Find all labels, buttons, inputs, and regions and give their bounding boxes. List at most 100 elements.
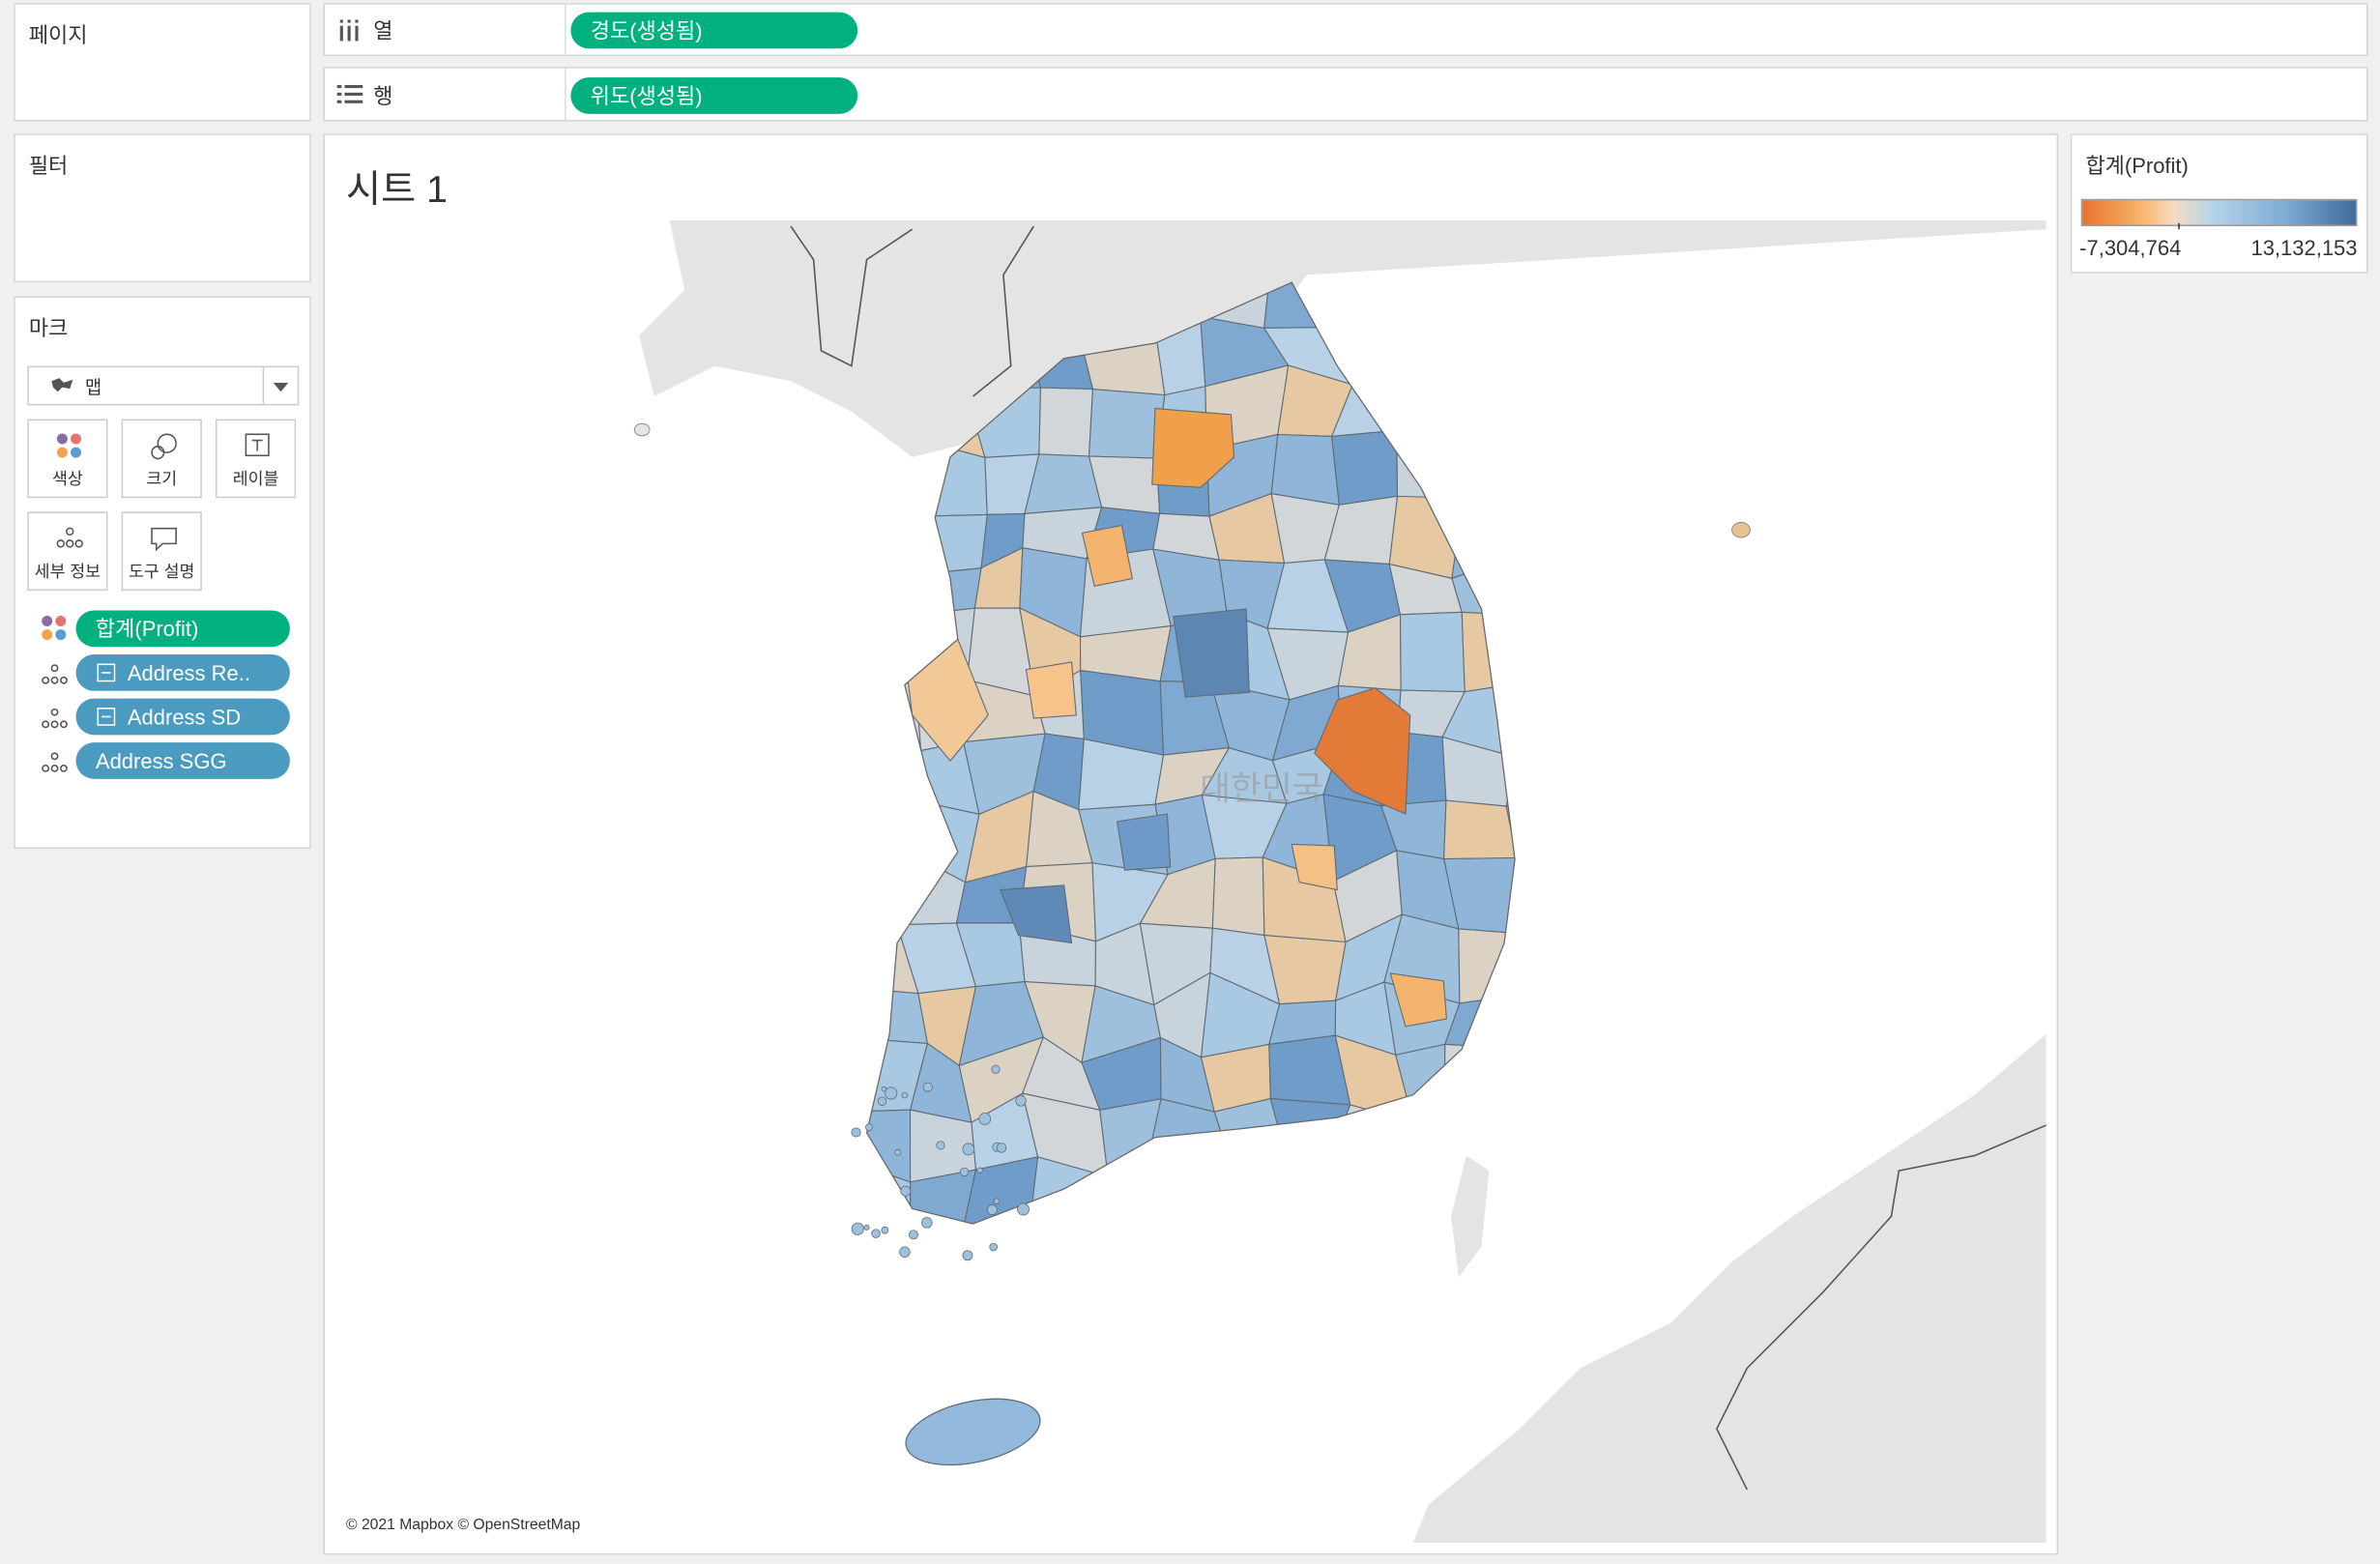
tsushima [1451,1155,1490,1278]
region [1396,365,1464,431]
island [881,1086,887,1092]
island [851,1222,864,1235]
field-pill[interactable]: Address SD [75,698,290,736]
region [1117,813,1172,871]
mark-type-dropdown[interactable]: 맵 [27,365,300,406]
columns-icon [339,19,359,42]
region [1517,857,1592,937]
columns-pill[interactable]: 경도(생성됨) [570,12,858,49]
region [1505,282,1516,333]
japan-land [1412,1033,2046,1544]
island [865,1123,873,1132]
button-label: 레이블 [232,470,279,489]
region [1505,1047,1516,1115]
island [908,1230,918,1240]
region [866,609,916,682]
island [991,1064,1001,1074]
color-button[interactable]: 색상 [27,419,108,499]
border-line [1716,1124,2046,1491]
rows-pill[interactable]: 위도(생성됨) [570,77,858,114]
island [1017,1202,1030,1216]
island [922,1082,933,1092]
border-line [790,225,914,367]
collapse-icon [97,663,116,682]
region [999,884,1073,944]
island [989,1242,999,1252]
region [1388,495,1465,579]
field-pill[interactable]: Address Re.. [75,654,290,691]
region [1501,1163,1516,1225]
map-attribution: © 2021 Mapbox © OpenStreetMap [346,1517,581,1534]
dropdown-arrow [273,382,289,392]
region [866,733,922,807]
region [1443,799,1516,860]
mark-type: 맵 [84,376,102,398]
region [1144,1156,1231,1224]
region [1441,374,1516,449]
region [1519,549,1596,634]
region [1508,933,1516,999]
island [959,1167,970,1177]
divider [262,367,265,404]
region [1505,740,1516,814]
map-label: 대한민국 [1200,771,1322,808]
region [1518,382,1578,451]
island [986,1204,998,1216]
region [1462,426,1516,511]
button-label: 크기 [146,470,178,489]
region [866,986,929,1045]
field-pill[interactable]: Address SGG [75,742,290,779]
jeju [905,1398,1041,1466]
detail-field-icon [42,708,68,729]
region [866,436,909,518]
island [936,1141,945,1150]
legend-ramp [2080,198,2358,227]
region [866,796,912,854]
region [1285,1161,1330,1225]
region [1458,928,1516,1004]
detail-button[interactable]: 세부 정보 [27,511,108,592]
size-button[interactable]: 크기 [121,419,202,499]
island [900,1185,912,1197]
rows-label: 행 [373,83,393,108]
island [881,1226,889,1234]
region [1081,524,1134,588]
island [996,1143,1007,1153]
region [866,571,913,617]
label-button[interactable]: 레이블 [215,419,297,499]
island [871,1229,881,1238]
region [1389,972,1447,1028]
legend-max: 13,132,153 [2250,235,2358,260]
region [866,499,905,577]
field-pill[interactable]: 합계(Profit) [75,610,290,648]
island [921,1217,933,1229]
button-label: 도구 설명 [129,563,195,582]
border-line [972,225,1034,397]
region [1451,497,1516,580]
collapse-icon [97,708,116,726]
rows-shelf: 행 위도(생성됨) [323,67,2368,122]
marks-card: 마크 맵 색상 크기 레이블 세부 정보 도구 설명 합계(Prof [14,296,311,850]
region [1443,1043,1516,1099]
region [1038,387,1094,457]
region [1385,1153,1448,1225]
korea-border [865,281,1516,1225]
pages-title: 페이지 [28,22,88,47]
legend-zero-tick [2178,222,2180,230]
region [1321,1153,1410,1225]
region [1291,843,1338,891]
region [866,1109,912,1183]
sheet-title: 시트 1 [346,168,448,212]
region [1314,687,1411,815]
region [1025,661,1077,719]
tooltip-button[interactable]: 도구 설명 [121,511,202,592]
region [1398,323,1463,376]
region [1399,611,1466,693]
region [1460,282,1514,335]
color-field-icon [42,615,67,641]
island [885,1086,898,1100]
island [863,1224,870,1231]
